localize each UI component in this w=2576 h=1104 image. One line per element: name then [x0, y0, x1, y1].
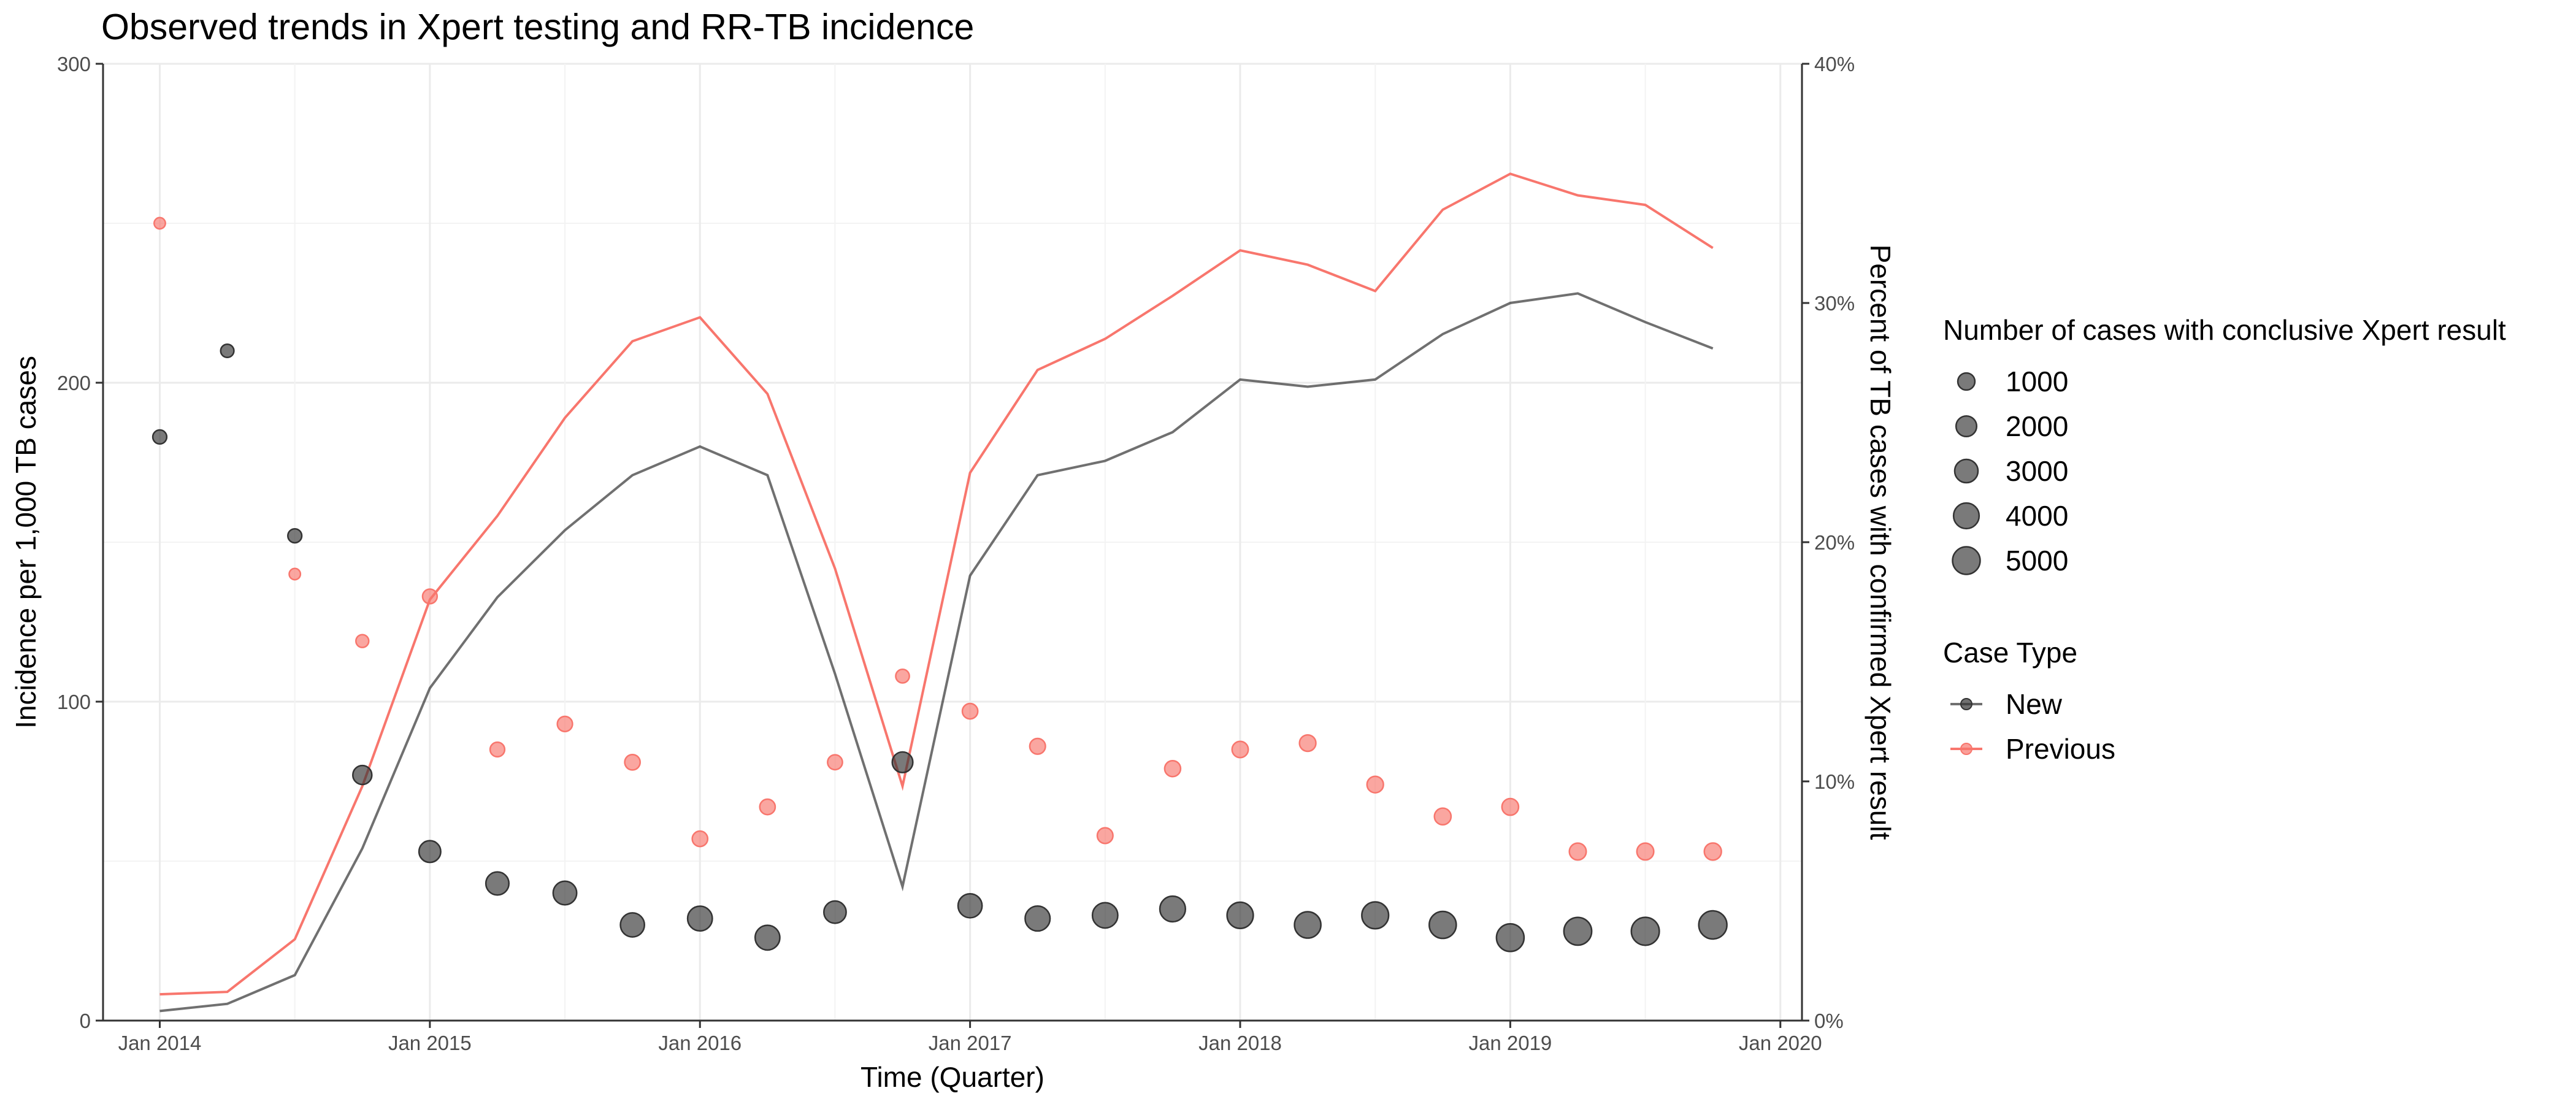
y-tick-label: 100 — [57, 691, 91, 713]
series-lines — [159, 172, 1714, 1013]
y2-tick-label: 10% — [1814, 770, 1855, 793]
y2-axis-ticks: 0% 10% 20% 30% 40% — [1802, 53, 1855, 1032]
size-legend-key — [1952, 546, 1981, 575]
data-point-previous — [691, 830, 709, 848]
data-point-new — [957, 892, 983, 919]
y-axis-title: Incidence per 1,000 TB cases — [10, 356, 42, 729]
data-point-previous — [895, 669, 910, 684]
data-point-previous — [961, 702, 979, 720]
data-point-previous — [1029, 737, 1046, 755]
x-axis-ticks: Jan 2014 Jan 2015 Jan 2016 Jan 2017 Jan 2018… — [118, 1021, 1822, 1054]
data-point-new — [485, 871, 510, 896]
y2-tick-label: 20% — [1814, 531, 1855, 554]
data-point-new — [418, 840, 442, 864]
data-point-new — [1226, 901, 1254, 930]
size-legend-label: 4000 — [2006, 500, 2068, 532]
size-legend-key — [1955, 415, 1978, 438]
y2-tick-label: 0% — [1814, 1010, 1844, 1032]
y2-axis-title: Percent of TB cases with confirmed Xpert… — [1865, 245, 1896, 840]
chart-title: Observed trends in Xpert testing and RR-… — [101, 7, 974, 47]
data-point-previous — [421, 588, 439, 605]
x-axis-title: Time (Quarter) — [861, 1061, 1045, 1093]
data-point-new — [823, 900, 847, 924]
data-point-previous — [355, 634, 370, 648]
size-legend-label: 2000 — [2006, 410, 2068, 442]
data-point-previous — [1231, 740, 1249, 759]
y2-tick-label: 40% — [1814, 53, 1855, 75]
data-point-previous — [288, 567, 302, 581]
y-tick-label: 200 — [57, 372, 91, 394]
data-point-previous — [1636, 842, 1655, 861]
data-point-new — [1294, 911, 1322, 939]
x-tick-label: Jan 2017 — [929, 1032, 1012, 1054]
x-tick-label: Jan 2016 — [658, 1032, 742, 1054]
size-legend-label: 5000 — [2006, 545, 2068, 577]
data-point-previous — [1096, 827, 1114, 845]
data-point-new — [1361, 901, 1390, 930]
data-point-new — [1495, 923, 1525, 953]
data-point-new — [1091, 902, 1119, 929]
data-point-previous — [1298, 734, 1317, 753]
data-point-new — [619, 912, 645, 938]
size-legend-label: 1000 — [2006, 366, 2068, 397]
series-line-new — [159, 292, 1714, 1013]
data-point-new — [1630, 916, 1660, 946]
data-point-previous — [1366, 775, 1384, 794]
color-legend-key-previous — [1960, 743, 1972, 755]
size-legend-key — [1953, 458, 1979, 484]
x-tick-label: Jan 2019 — [1468, 1032, 1552, 1054]
series-line-previous — [159, 172, 1714, 996]
data-point-new — [552, 880, 578, 906]
y-tick-label: 300 — [57, 53, 91, 75]
color-legend-label: Previous — [2006, 733, 2115, 765]
size-legend-key — [1957, 372, 1976, 391]
size-legend-key — [1952, 502, 1980, 530]
y2-tick-label: 30% — [1814, 292, 1855, 315]
data-point-previous — [1163, 759, 1182, 778]
data-point-previous — [1568, 842, 1587, 861]
data-point-new — [686, 905, 713, 932]
data-point-previous — [153, 217, 166, 230]
data-point-previous — [827, 754, 843, 771]
data-point-new — [287, 527, 303, 544]
data-point-new — [891, 751, 914, 773]
data-point-previous — [556, 715, 573, 733]
y-axis-ticks: 0 100 200 300 — [57, 53, 103, 1032]
series-points — [151, 217, 1728, 953]
data-point-previous — [1501, 797, 1520, 816]
size-legend-label: 3000 — [2006, 455, 2068, 487]
color-legend: New Previous — [1950, 688, 2115, 765]
data-point-new — [1428, 910, 1457, 940]
x-tick-label: Jan 2020 — [1739, 1032, 1822, 1054]
color-legend-title: Case Type — [1943, 637, 2077, 669]
color-legend-key-new — [1960, 698, 1972, 710]
data-point-previous — [1433, 807, 1452, 826]
x-tick-label: Jan 2014 — [118, 1032, 202, 1054]
data-point-previous — [1703, 842, 1722, 861]
size-legend-title: Number of cases with conclusive Xpert re… — [1943, 314, 2506, 346]
data-point-new — [1563, 916, 1593, 946]
data-point-previous — [489, 741, 506, 758]
data-point-new — [1159, 895, 1187, 923]
x-tick-label: Jan 2015 — [388, 1032, 472, 1054]
data-point-new — [1698, 910, 1728, 940]
data-point-previous — [759, 798, 776, 816]
size-legend: 1000 2000 3000 4000 5000 — [1952, 366, 2068, 577]
data-point-new — [1024, 905, 1051, 932]
data-point-new — [352, 764, 373, 786]
data-point-new — [754, 924, 781, 951]
color-legend-label: New — [2006, 688, 2063, 720]
x-tick-label: Jan 2018 — [1198, 1032, 1282, 1054]
data-point-previous — [624, 753, 641, 771]
data-point-new — [151, 429, 168, 445]
data-point-new — [220, 343, 235, 359]
y-tick-label: 0 — [80, 1010, 91, 1032]
